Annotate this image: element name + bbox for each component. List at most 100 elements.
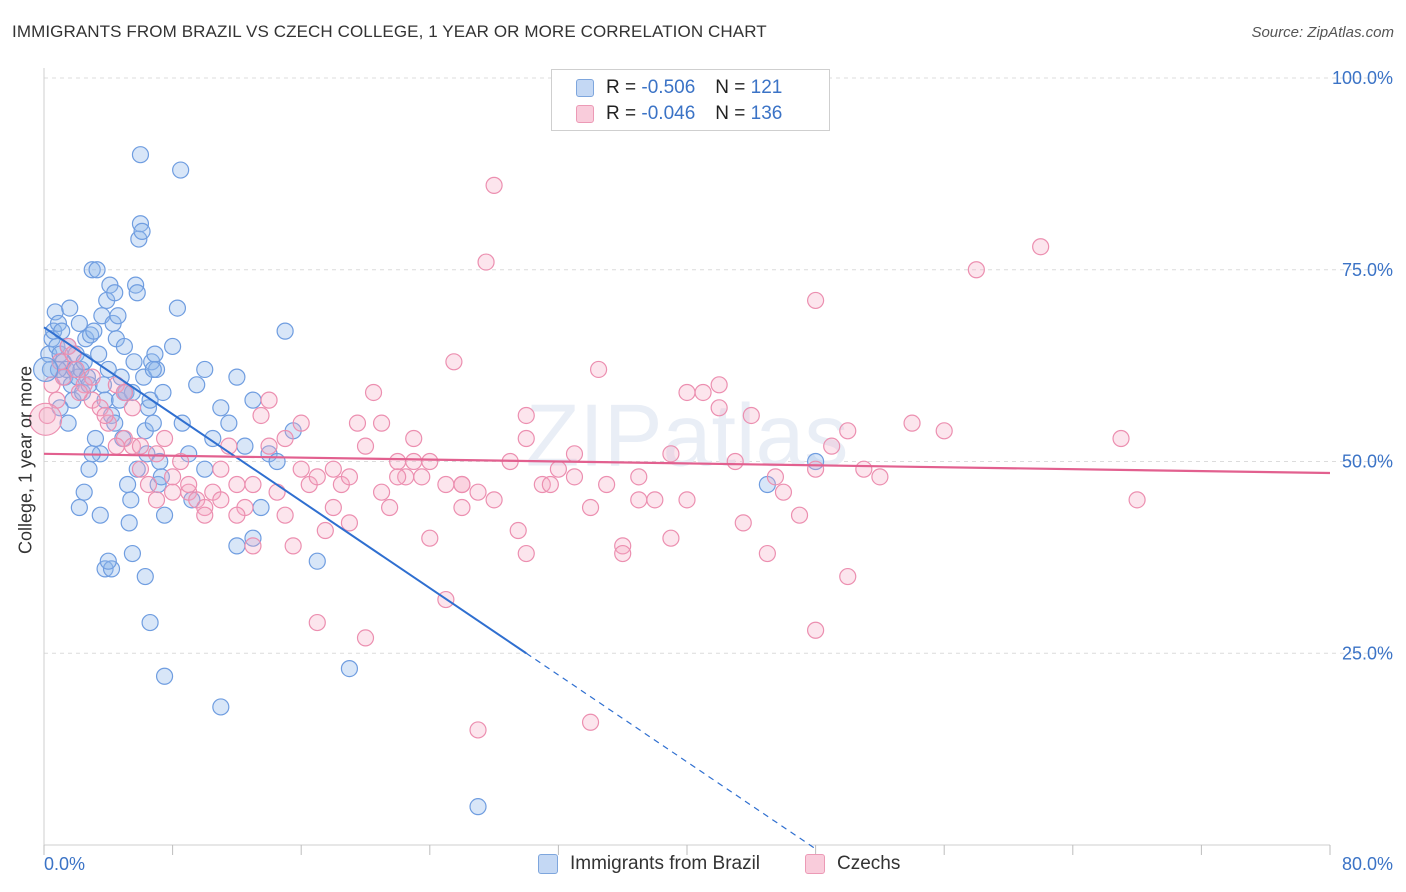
czech-point [678, 491, 696, 509]
czech-point [139, 475, 158, 494]
brazil-point [469, 798, 487, 816]
brazil-point [220, 414, 238, 432]
brazil-point [196, 360, 214, 379]
czech-point [774, 483, 793, 501]
bottom-legend-brazil: Immigrants from Brazil [538, 852, 760, 876]
czech-point [565, 468, 584, 486]
legend-swatch-brazil [576, 79, 594, 97]
czech-point [485, 176, 503, 194]
czech-point [790, 506, 809, 524]
legend-row-brazil: R = -0.506 N = 121 [576, 76, 782, 100]
brazil-point [120, 514, 138, 532]
czech-point [131, 460, 150, 478]
czech-point [581, 713, 600, 731]
czech-point [115, 383, 133, 402]
czech-point [276, 506, 294, 524]
czech-point [598, 475, 616, 494]
czech-point [348, 414, 367, 432]
czech-point [734, 514, 752, 532]
bottom-legend-label-brazil: Immigrants from Brazil [570, 853, 761, 874]
brazil-point [155, 667, 174, 685]
czech-point [694, 383, 712, 402]
brazil-point [85, 322, 103, 340]
brazil-point [83, 261, 101, 279]
y-tick-label: 75.0% [1342, 260, 1393, 280]
czech-point [292, 414, 310, 432]
czech-point [268, 483, 286, 501]
czech-point [212, 460, 230, 478]
czech-point [758, 544, 776, 563]
brazil-point [33, 356, 59, 383]
y-axis-label: College, 1 year or more [15, 365, 36, 555]
brazil-point [123, 544, 142, 563]
czech-point [630, 491, 648, 509]
brazil-point [136, 567, 154, 586]
brazil-point [90, 345, 108, 363]
czech-trend-line [43, 452, 1331, 475]
czech-point [260, 437, 278, 455]
czech-point [83, 368, 101, 386]
chart-source: Source: ZipAtlas.com [1251, 24, 1394, 41]
czech-point [517, 429, 535, 448]
czech-point [96, 406, 114, 425]
brazil-point [276, 322, 294, 340]
czech-point [453, 498, 471, 517]
czech-point [871, 468, 889, 486]
czech-point [276, 429, 294, 448]
czech-point [155, 429, 174, 448]
legend-swatch-czechs [576, 105, 594, 123]
brazil-point [155, 506, 174, 524]
czech-point [228, 475, 246, 494]
czech-point [413, 468, 431, 486]
czech-point [541, 475, 559, 494]
czech-point [244, 537, 262, 555]
czech-point [646, 491, 664, 509]
czech-point [589, 360, 608, 379]
brazil-point [228, 368, 246, 386]
czech-point [292, 460, 310, 478]
czech-point [710, 376, 728, 394]
czech-point [70, 383, 88, 402]
legend-n-value-brazil: 121 [750, 77, 783, 98]
x-tick-label: 80.0% [1342, 854, 1393, 874]
czech-point [806, 291, 825, 310]
x-tick-label: 0.0% [44, 854, 85, 874]
brazil-point [196, 460, 214, 478]
brazil-trend-line [43, 326, 527, 655]
czech-point [172, 452, 190, 471]
czech-point [509, 521, 527, 540]
czech-point [662, 529, 680, 547]
czech-point [38, 406, 56, 425]
brazil-point [154, 383, 172, 402]
czech-point [726, 452, 744, 471]
czech-point [308, 468, 326, 486]
legend-r-value-brazil: -0.506 [641, 77, 696, 98]
czech-point [405, 452, 423, 471]
brazil-point [118, 475, 137, 494]
czech-point [356, 629, 375, 647]
czech-point [372, 414, 391, 432]
brazil-point [212, 399, 230, 417]
brazil-point [236, 437, 254, 455]
legend-n-label: N = [715, 103, 746, 124]
czech-point [469, 483, 487, 501]
brazil-point [59, 414, 77, 432]
legend-n-label: N = [715, 77, 746, 98]
brazil-point [53, 322, 71, 340]
czech-point [742, 406, 760, 425]
czech-point [244, 475, 262, 494]
brazil-point [109, 307, 127, 325]
czech-point [903, 414, 921, 432]
czech-point [549, 460, 568, 478]
czech-point [678, 383, 696, 402]
brazil-point [204, 429, 222, 448]
czech-point [252, 406, 270, 425]
czech-point [308, 613, 326, 632]
czech-point [421, 529, 439, 547]
czech-point [614, 544, 632, 563]
brazil-point [88, 261, 106, 279]
czech-point [565, 445, 584, 463]
czech-point [806, 621, 825, 639]
watermark: ZIPatlas [526, 385, 849, 484]
czech-point [581, 498, 600, 517]
